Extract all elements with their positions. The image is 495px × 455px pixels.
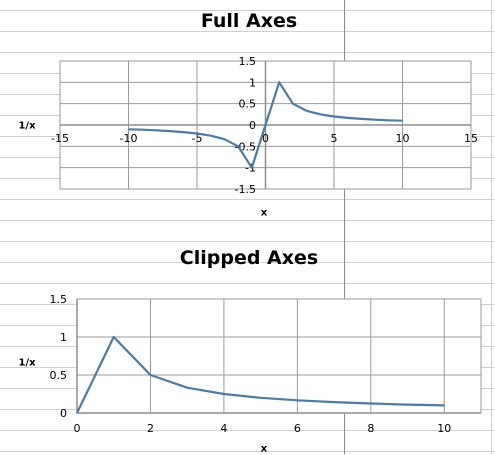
x-tick-label: 4: [220, 422, 227, 435]
y-tick-label: 1.5: [239, 55, 257, 68]
data-point: [347, 117, 349, 119]
y-axis-label-clipped-axes: 1/x: [18, 357, 36, 369]
y-tick-label: 1.5: [50, 293, 68, 306]
chart-0: -15 -10 -5 0 5 10 15-1.5-1-0.500.511.5: [51, 55, 478, 196]
data-point: [388, 119, 390, 121]
data-point: [360, 118, 362, 120]
data-point: [401, 120, 404, 122]
x-tick-label: 8: [367, 422, 374, 435]
plot-area: [77, 299, 481, 413]
data-point: [260, 397, 262, 399]
y-tick-label: 1: [249, 76, 256, 89]
data-point: [374, 119, 376, 121]
y-tick-label: 0: [249, 119, 256, 132]
data-point: [443, 404, 445, 406]
x-axis-label-clipped-axes: x: [260, 443, 268, 455]
x-tick-label: -10: [120, 132, 138, 145]
y-tick-label: -1.5: [235, 183, 256, 196]
chart-title-clipped-axes: Clipped Axes: [179, 247, 319, 269]
data-point: [319, 113, 321, 115]
data-point: [292, 103, 294, 105]
data-point: [149, 374, 152, 376]
y-tick-label: 0: [60, 407, 67, 420]
y-axis-label-full-axes: 1/x: [18, 120, 36, 132]
y-tick-label: 1: [60, 331, 67, 344]
data-point: [223, 138, 225, 140]
data-point: [306, 110, 308, 112]
chart-1: 0 2 4 6 8 10 0 0.5 1 1.5: [50, 293, 482, 435]
x-tick-label: 10: [396, 132, 410, 145]
data-point: [406, 403, 409, 406]
y-tick-label: 0.5: [239, 98, 257, 111]
data-point: [296, 399, 298, 401]
x-axis-label-full-axes: x: [260, 207, 268, 219]
data-point: [237, 145, 239, 147]
x-tick-label: 2: [147, 422, 154, 435]
data-point: [155, 129, 157, 131]
data-point: [210, 135, 212, 137]
y-tick-label: 0.5: [50, 369, 68, 382]
data-point: [278, 81, 280, 83]
data-point: [223, 393, 225, 395]
data-point: [141, 129, 143, 131]
data-point: [169, 130, 171, 132]
x-tick-label: -15: [51, 132, 69, 145]
chart-title-full-axes: Full Axes: [200, 10, 298, 32]
y-tick-label: -1: [245, 162, 256, 175]
data-point: [182, 131, 184, 133]
data-point: [333, 401, 335, 403]
x-tick-label: 15: [464, 132, 478, 145]
x-tick-label: 0: [262, 132, 269, 145]
x-tick-label: 5: [331, 132, 338, 145]
x-tick-label: -5: [192, 132, 203, 145]
data-point: [370, 402, 372, 405]
x-tick-label: 6: [294, 422, 301, 435]
data-point: [127, 128, 130, 130]
data-point: [186, 387, 188, 389]
data-point: [196, 132, 198, 135]
series-line-1-over-x: [128, 81, 403, 169]
data-point: [251, 167, 253, 169]
data-point: [333, 115, 335, 118]
x-tick-label: 0: [74, 422, 81, 435]
x-tick-label: 10: [437, 422, 451, 435]
data-point: [113, 336, 115, 338]
data-point: [76, 412, 78, 414]
